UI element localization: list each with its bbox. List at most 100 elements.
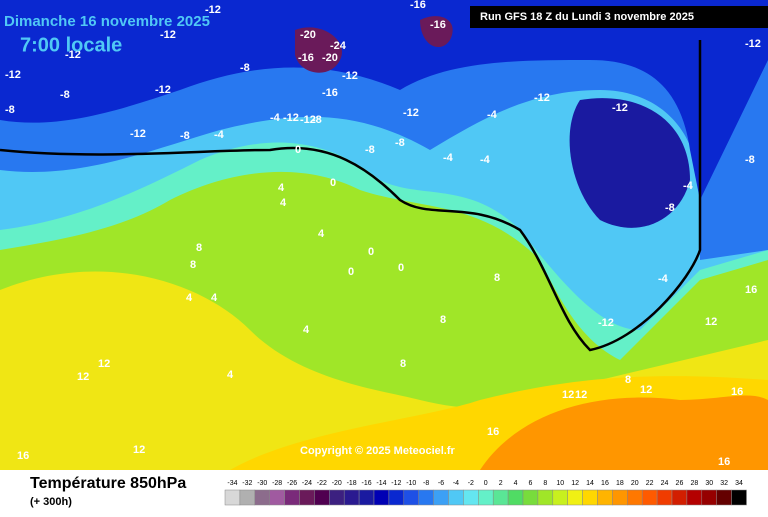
contour-label: 8 [190,259,196,271]
contour-label: -20 [322,52,338,64]
contour-label: 0 [398,262,404,274]
contour-label: -12 [598,317,614,329]
scale-label: -34 [227,480,237,487]
scale-swatch [731,489,747,506]
scale-label: -16 [361,480,371,487]
scale-label: 16 [601,480,609,487]
scale-label: -26 [287,480,297,487]
scale-swatch [582,489,598,506]
contour-label: -16 [298,52,314,64]
scale-swatch [224,489,241,506]
contour-label: -4 [683,180,694,192]
contour-label: 16 [17,450,29,462]
scale-label: -8 [423,480,429,487]
contour-label: 12 [98,358,110,370]
scale-label: -32 [242,480,252,487]
scale-swatch [656,489,673,506]
contour-label: -8 [745,154,755,166]
contour-label: -16 [430,19,446,31]
run-box [470,6,768,28]
scale-label: 12 [571,480,579,487]
scale-label: 26 [676,480,684,487]
scale-swatch [388,489,405,506]
contour-label: 12 [562,389,574,401]
contour-label: -12 [205,4,221,16]
scale-label: 28 [690,480,698,487]
scale-swatch [254,489,270,506]
contour-labels: -12 -16-16-12-12-8-12-8-20-24-16 -20-12-16… [5,0,761,468]
scale-swatch [284,489,300,506]
scale-label: 0 [484,480,488,487]
scale-label: 6 [528,480,532,487]
contour-label: 8 [400,358,406,370]
scale-swatch [418,489,434,506]
scale-swatch [299,489,315,506]
scale-label: -2 [468,480,474,487]
scale-label: 18 [616,480,624,487]
contour-label: 12 [575,389,587,401]
scale-swatch [701,489,717,506]
scale-label: -28 [272,480,282,487]
scale-label: -20 [332,480,342,487]
contour-label: 0 [368,246,374,258]
contour-label: 4 [278,182,285,194]
contour-label: -12 [65,49,81,61]
scale-label: 34 [735,480,743,487]
contour-label: 0 [295,144,301,156]
contour-label: -8 [395,137,405,149]
date: Dimanche 16 novembre 2025 [4,13,210,30]
contour-label: -8 [60,89,70,101]
scale-swatch [329,489,345,506]
scale-swatch [552,489,568,506]
copyright: Copyright © 2025 Meteociel.fr [300,445,456,457]
scale-label: 14 [586,480,594,487]
contour-label: 4 [280,197,287,209]
contour-label: -12 [612,102,628,114]
contour-label: -8 [180,130,190,142]
contour-label: -12 [283,112,299,124]
contour-label: -12 [403,107,419,119]
contour-label: 16 [731,386,743,398]
contour-label: 8 [625,374,631,386]
contour-label: -12 [342,70,358,82]
contour-label: 16 [745,284,757,296]
contour-label: -4 [270,112,281,124]
contour-label: -4 [214,129,225,141]
contour-label: 12 [640,384,652,396]
scale-label: -22 [317,480,327,487]
map-background [0,0,768,470]
color-scale: -34 -32 -30 -28 -26 -24 -22 -20 -18 -16 -14 -12 -10-… [224,480,747,506]
scale-swatch [627,489,643,506]
scale-swatch [671,489,688,506]
scale-swatch [716,489,732,506]
scale-label: 2 [499,480,503,487]
contour-label: -4 [658,273,669,285]
contour-label: 12 [133,444,145,456]
contour-label: 12 [705,316,717,328]
scale-swatch [314,489,330,506]
contour-label: -12 [534,92,550,104]
scale-label: -30 [257,480,267,487]
scale-swatch [358,489,375,506]
scale-swatch [403,489,419,506]
contour-label: -4 [443,152,454,164]
contour-label: 0 [348,266,354,278]
contour-label: 4 [318,228,325,240]
contour-label: -12 [5,69,21,81]
scale-label: -14 [376,480,386,487]
scale-label: -10 [406,480,416,487]
contour-label: -16 [410,0,426,11]
run: Run GFS 18 Z du Lundi 3 novembre 2025 [480,11,694,23]
contour-label: 12 [77,371,89,383]
contour-label: 16 [718,456,730,468]
contour-label: -16 [322,87,338,99]
scale-label: 20 [631,480,639,487]
scale-label: 30 [705,480,713,487]
contour-label: -8 [5,104,15,116]
lead-time: (+ 300h) [30,496,72,508]
contour-label: 4 [227,369,234,381]
contour-label: -12 [300,114,316,126]
scale-swatch [686,489,703,506]
scale-label: 32 [720,480,728,487]
